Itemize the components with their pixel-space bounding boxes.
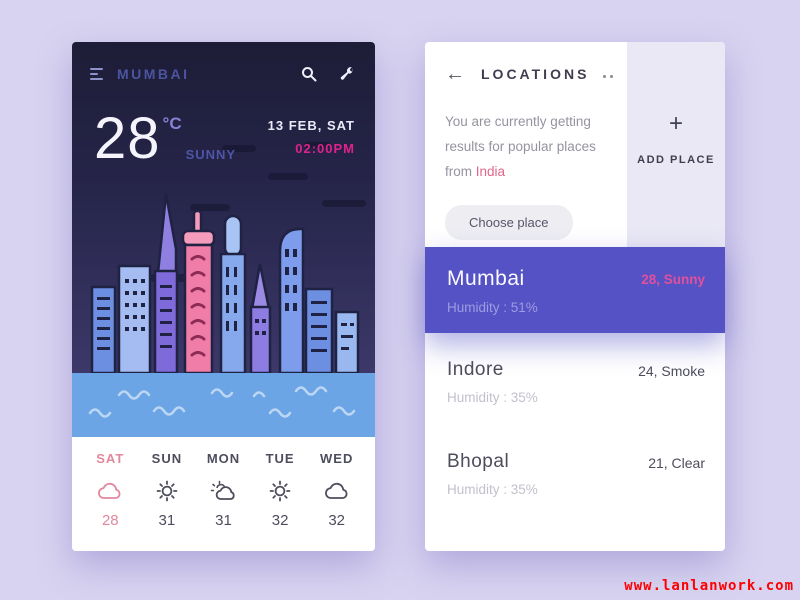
locations-panel: ← LOCATIONS You are currently getting re… <box>425 42 725 551</box>
forecast-day-mon[interactable]: MON 31 <box>195 451 252 551</box>
wrench-icon[interactable] <box>339 66 355 82</box>
place-humidity: Humidity : 35% <box>447 390 538 405</box>
sun-cloud-icon <box>195 476 252 506</box>
place-humidity: Humidity : 51% <box>447 300 538 315</box>
search-icon[interactable] <box>301 66 317 82</box>
locations-top-section: ← LOCATIONS You are currently getting re… <box>425 42 725 247</box>
cloud-shape <box>190 204 230 211</box>
cloud-shape <box>322 200 366 207</box>
datetime-block: 13 FEB, SAT 02:00PM <box>268 110 355 168</box>
menu-icon[interactable] <box>90 68 103 80</box>
cloud-shape <box>268 173 308 180</box>
place-name: Indore <box>447 359 504 380</box>
condition-label: SUNNY <box>185 147 237 162</box>
site-watermark: www.lanlanwork.com <box>624 578 794 594</box>
place-name: Bhopal <box>447 451 510 472</box>
current-weather: 28 °C SUNNY 13 FEB, SAT 02:00PM <box>72 82 375 168</box>
place-name: Mumbai <box>447 267 525 290</box>
plus-icon: + <box>668 110 683 137</box>
waves-illustration <box>88 386 356 418</box>
header-icons <box>301 66 355 82</box>
locations-title: LOCATIONS <box>481 66 590 82</box>
place-summary: 24, Smoke <box>638 363 705 379</box>
sky-header: MUMBAI 28 °C SUNNY 13 FEB, SAT 02:00PM <box>72 42 375 373</box>
place-summary: 21, Clear <box>648 455 705 471</box>
place-list: Indore Humidity : 35% 24, Smoke Bhopal H… <box>425 333 725 517</box>
time-label: 02:00PM <box>295 141 355 156</box>
temperature-value: 28 <box>94 106 161 171</box>
locations-header: ← LOCATIONS <box>445 64 627 84</box>
cloud-icon <box>82 476 139 506</box>
country-link[interactable]: India <box>475 163 506 179</box>
weekly-forecast: SAT 28 SUN 31 MON 31 TUE 32 <box>72 437 375 551</box>
date-label: 13 FEB, SAT <box>267 118 355 133</box>
forecast-day-wed[interactable]: WED 32 <box>308 451 365 551</box>
temperature-unit: °C <box>162 114 182 133</box>
cloud-icon <box>308 476 365 506</box>
app-header: MUMBAI <box>72 42 375 82</box>
locations-info-text: You are currently getting results for po… <box>445 114 596 179</box>
place-row-mumbai-selected[interactable]: Mumbai Humidity : 51% 28, Sunny <box>425 247 725 333</box>
choose-place-button[interactable]: Choose place <box>445 204 573 240</box>
place-row-indore[interactable]: Indore Humidity : 35% 24, Smoke <box>425 333 725 425</box>
sun-icon <box>139 476 196 506</box>
sun-icon <box>252 476 309 506</box>
add-place-button[interactable]: + ADD PLACE <box>627 42 725 247</box>
place-row-bhopal[interactable]: Bhopal Humidity : 35% 21, Clear <box>425 425 725 517</box>
add-place-label: ADD PLACE <box>637 154 715 166</box>
place-summary: 28, Sunny <box>641 272 705 287</box>
cloud-shape <box>222 145 256 152</box>
more-dots-icon[interactable] <box>603 71 613 78</box>
forecast-day-sat[interactable]: SAT 28 <box>82 451 139 551</box>
city-title: MUMBAI <box>117 66 190 82</box>
back-arrow-icon[interactable]: ← <box>445 63 465 85</box>
city-skyline-illustration <box>90 193 360 373</box>
weather-panel: MUMBAI 28 °C SUNNY 13 FEB, SAT 02:00PM <box>72 42 375 551</box>
cloud-shape <box>304 142 330 148</box>
forecast-day-tue[interactable]: TUE 32 <box>252 451 309 551</box>
place-humidity: Humidity : 35% <box>447 482 538 497</box>
water-strip <box>72 373 375 437</box>
forecast-day-sun[interactable]: SUN 31 <box>139 451 196 551</box>
